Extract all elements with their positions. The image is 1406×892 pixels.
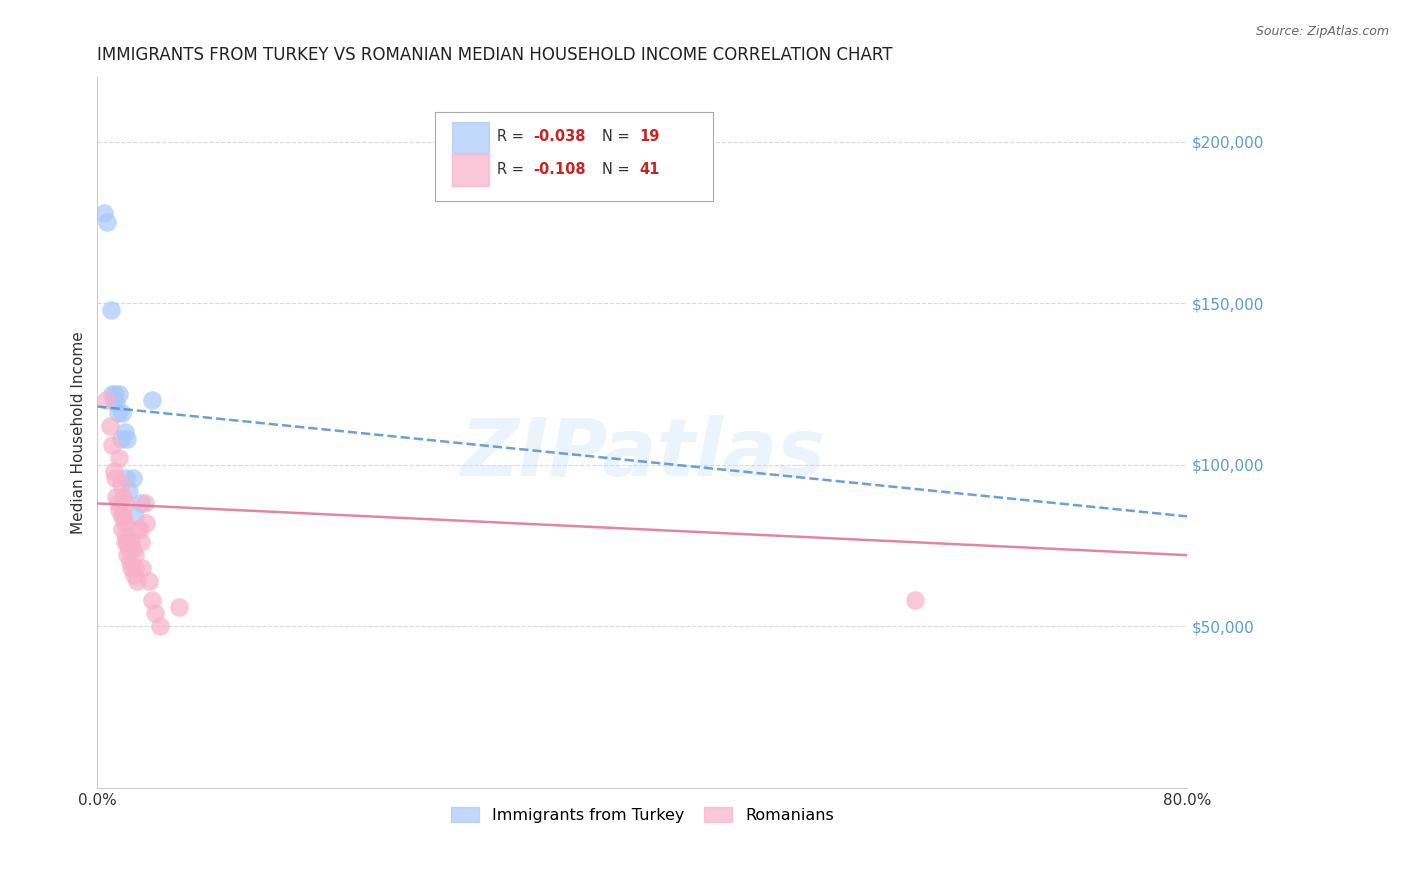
Point bbox=[101, 438, 124, 452]
Text: N =: N = bbox=[602, 161, 634, 177]
Point bbox=[134, 496, 156, 510]
Text: Source: ZipAtlas.com: Source: ZipAtlas.com bbox=[1256, 25, 1389, 38]
Point bbox=[120, 535, 142, 549]
Point bbox=[167, 599, 190, 614]
Point bbox=[112, 509, 135, 524]
Y-axis label: Median Household Income: Median Household Income bbox=[72, 331, 86, 533]
Point bbox=[115, 529, 138, 543]
Point bbox=[101, 386, 124, 401]
Point bbox=[104, 470, 127, 484]
Point bbox=[115, 496, 138, 510]
Point bbox=[118, 555, 141, 569]
Point bbox=[121, 470, 143, 484]
Point bbox=[125, 574, 148, 588]
Point bbox=[121, 541, 143, 556]
Point bbox=[100, 302, 122, 317]
Point bbox=[135, 516, 157, 530]
Point bbox=[110, 432, 132, 446]
Point bbox=[117, 535, 139, 549]
Point bbox=[124, 561, 146, 575]
FancyBboxPatch shape bbox=[451, 154, 489, 186]
Point bbox=[129, 496, 152, 510]
Point bbox=[124, 509, 146, 524]
Point bbox=[138, 574, 160, 588]
Point bbox=[98, 418, 121, 433]
Point bbox=[117, 432, 139, 446]
Point bbox=[117, 548, 139, 562]
Point bbox=[120, 561, 142, 575]
Point bbox=[103, 392, 125, 407]
Point bbox=[128, 522, 150, 536]
Point bbox=[93, 205, 115, 219]
Point bbox=[111, 509, 134, 524]
Point bbox=[96, 215, 118, 229]
Point bbox=[118, 541, 141, 556]
Point bbox=[143, 607, 166, 621]
Point bbox=[141, 593, 163, 607]
Point bbox=[110, 477, 132, 491]
Point bbox=[105, 396, 128, 410]
Point bbox=[114, 516, 136, 530]
Point bbox=[141, 392, 163, 407]
Text: N =: N = bbox=[602, 129, 634, 145]
Text: ZIPatlas: ZIPatlas bbox=[460, 415, 825, 492]
Point bbox=[105, 490, 128, 504]
Point bbox=[904, 593, 927, 607]
Text: R =: R = bbox=[498, 161, 529, 177]
Point bbox=[127, 522, 149, 536]
Point bbox=[112, 490, 135, 504]
Legend: Immigrants from Turkey, Romanians: Immigrants from Turkey, Romanians bbox=[444, 801, 841, 830]
Point bbox=[115, 470, 138, 484]
Point bbox=[129, 535, 152, 549]
Point bbox=[111, 522, 134, 536]
Point bbox=[111, 406, 134, 420]
Text: -0.038: -0.038 bbox=[533, 129, 586, 145]
Point bbox=[114, 425, 136, 440]
Point bbox=[124, 548, 146, 562]
Point bbox=[104, 386, 127, 401]
Text: 19: 19 bbox=[638, 129, 659, 145]
Point bbox=[107, 406, 129, 420]
Point bbox=[114, 535, 136, 549]
Point bbox=[118, 483, 141, 498]
Point bbox=[107, 496, 129, 510]
Point bbox=[108, 503, 131, 517]
Point bbox=[122, 567, 145, 582]
FancyBboxPatch shape bbox=[436, 112, 713, 202]
Point bbox=[108, 451, 131, 466]
Text: IMMIGRANTS FROM TURKEY VS ROMANIAN MEDIAN HOUSEHOLD INCOME CORRELATION CHART: IMMIGRANTS FROM TURKEY VS ROMANIAN MEDIA… bbox=[97, 46, 893, 64]
FancyBboxPatch shape bbox=[451, 121, 489, 153]
Point bbox=[103, 464, 125, 478]
Text: 41: 41 bbox=[638, 161, 659, 177]
Point bbox=[149, 619, 172, 633]
Point bbox=[131, 561, 153, 575]
Point bbox=[108, 386, 131, 401]
Text: R =: R = bbox=[498, 129, 529, 145]
Point bbox=[94, 392, 117, 407]
Text: -0.108: -0.108 bbox=[533, 161, 586, 177]
